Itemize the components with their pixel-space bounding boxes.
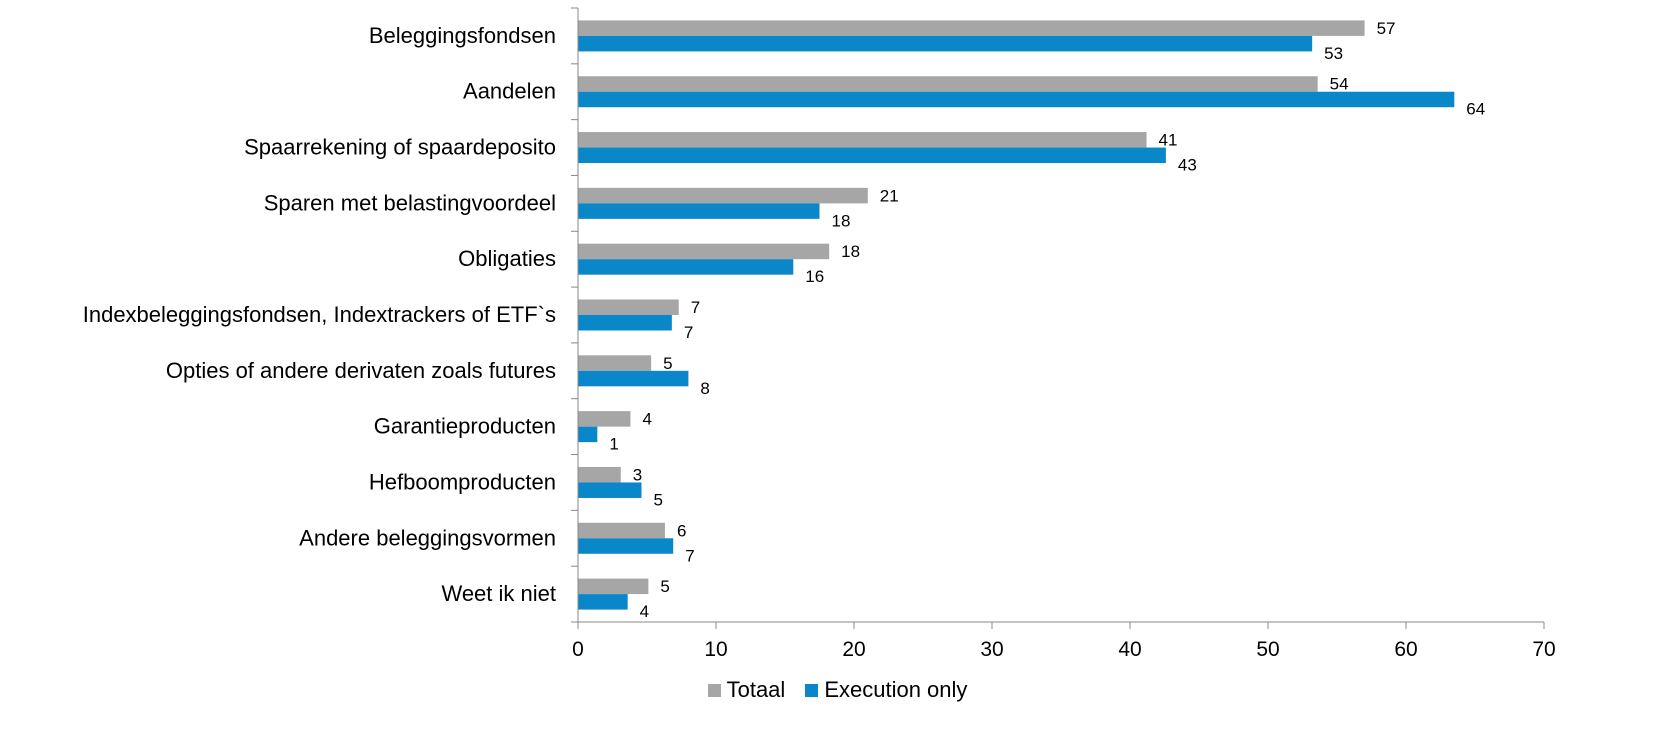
- data-label-totaal-sparen-met-belastingvoordeel: 21: [880, 186, 899, 205]
- x-tick-label-40: 40: [1118, 638, 1141, 661]
- category-label-garantieproducten: Garantieproducten: [374, 414, 556, 439]
- data-label-totaal-garantieproducten: 4: [642, 410, 651, 429]
- category-label-sparen-met-belastingvoordeel: Sparen met belastingvoordeel: [264, 190, 556, 215]
- bar-execution-only-indexbeleggingsfondsen-indextrackers-of-etf-s: [578, 315, 672, 331]
- bar-totaal-hefboomproducten: [578, 466, 621, 483]
- bar-execution-only-beleggingsfondsen: [578, 35, 1313, 52]
- category-label-aandelen: Aandelen: [463, 79, 556, 104]
- data-label-execution-only-hefboomproducten: 5: [653, 490, 662, 509]
- data-label-execution-only-sparen-met-belastingvoordeel: 18: [832, 211, 851, 230]
- legend-swatch-execution-only: [805, 683, 819, 697]
- bar-totaal-garantieproducten: [578, 411, 631, 427]
- category-label-indexbeleggingsfondsen-indextrackers-of-etf-s: Indexbeleggingsfondsen, Indextrackers of…: [83, 302, 556, 327]
- bar-execution-only-hefboomproducten: [578, 482, 642, 498]
- bar-execution-only-spaarrekening-of-spaardeposito: [578, 147, 1166, 164]
- data-label-totaal-indexbeleggingsfondsen-indextrackers-of-etf-s: 7: [691, 298, 700, 317]
- bar-execution-only-andere-beleggingsvormen: [578, 538, 674, 554]
- category-label-hefboomproducten: Hefboomproducten: [369, 469, 556, 494]
- bar-totaal-obligaties: [578, 243, 830, 260]
- bar-totaal-andere-beleggingsvormen: [578, 522, 665, 539]
- x-tick-label-70: 70: [1532, 638, 1555, 661]
- category-label-opties-of-andere-derivaten-zoals-futures: Opties of andere derivaten zoals futures: [166, 358, 556, 383]
- x-tick-label-10: 10: [704, 638, 727, 661]
- bar-totaal-opties-of-andere-derivaten-zoals-futures: [578, 355, 652, 371]
- bar-totaal-sparen-met-belastingvoordeel: [578, 187, 868, 204]
- category-label-beleggingsfondsen: Beleggingsfondsen: [369, 23, 556, 48]
- legend-label-totaal: Totaal: [726, 677, 786, 702]
- data-label-totaal-weet-ik-niet: 5: [660, 577, 669, 596]
- data-label-execution-only-spaarrekening-of-spaardeposito: 43: [1178, 156, 1197, 175]
- category-label-andere-beleggingsvormen: Andere beleggingsvormen: [299, 525, 556, 550]
- bar-execution-only-weet-ik-niet: [578, 594, 628, 610]
- x-tick-label-20: 20: [842, 638, 865, 661]
- data-label-execution-only-beleggingsfondsen: 53: [1324, 44, 1343, 63]
- data-label-totaal-obligaties: 18: [841, 242, 860, 261]
- bar-totaal-indexbeleggingsfondsen-indextrackers-of-etf-s: [578, 299, 679, 315]
- data-label-execution-only-andere-beleggingsvormen: 7: [685, 546, 694, 565]
- bar-execution-only-aandelen: [578, 91, 1455, 108]
- data-label-totaal-hefboomproducten: 3: [633, 465, 642, 484]
- data-label-execution-only-opties-of-andere-derivaten-zoals-futures: 8: [700, 379, 709, 398]
- category-label-spaarrekening-of-spaardeposito: Spaarrekening of spaardeposito: [244, 135, 556, 160]
- data-label-execution-only-weet-ik-niet: 4: [640, 602, 649, 621]
- category-label-weet-ik-niet: Weet ik niet: [441, 581, 556, 606]
- legend-swatch-totaal: [707, 683, 721, 697]
- bar-execution-only-sparen-met-belastingvoordeel: [578, 203, 820, 219]
- data-label-totaal-opties-of-andere-derivaten-zoals-futures: 5: [663, 354, 672, 373]
- bar-execution-only-opties-of-andere-derivaten-zoals-futures: [578, 370, 689, 387]
- data-label-execution-only-aandelen: 64: [1466, 100, 1485, 119]
- data-label-execution-only-garantieproducten: 1: [609, 435, 618, 454]
- legend-label-execution-only: Execution only: [824, 677, 968, 702]
- legend: Totaal Execution only: [0, 675, 1675, 705]
- bar-execution-only-obligaties: [578, 259, 794, 275]
- axes-layer: Beleggingsfondsen Aandelen Spaarrekening o…: [83, 7, 1556, 661]
- bar-totaal-weet-ik-niet: [578, 578, 649, 595]
- x-tick-label-60: 60: [1394, 638, 1417, 661]
- bar-totaal-aandelen: [578, 76, 1318, 92]
- category-label-obligaties: Obligaties: [458, 246, 556, 271]
- x-tick-label-30: 30: [980, 638, 1003, 661]
- data-label-totaal-beleggingsfondsen: 57: [1377, 19, 1396, 38]
- legend-item-totaal: Totaal: [707, 677, 786, 703]
- data-label-totaal-aandelen: 54: [1330, 75, 1349, 94]
- bar-totaal-spaarrekening-of-spaardeposito: [578, 132, 1147, 148]
- data-label-execution-only-obligaties: 16: [805, 267, 824, 286]
- bar-execution-only-garantieproducten: [578, 426, 598, 443]
- x-tick-label-0: 0: [572, 638, 584, 661]
- legend-item-execution-only: Execution only: [805, 677, 967, 703]
- data-label-totaal-spaarrekening-of-spaardeposito: 41: [1159, 131, 1178, 150]
- bar-totaal-beleggingsfondsen: [578, 20, 1365, 36]
- data-label-execution-only-indexbeleggingsfondsen-indextrackers-of-etf-s: 7: [684, 323, 693, 342]
- data-label-totaal-andere-beleggingsvormen: 6: [677, 521, 686, 540]
- x-tick-label-50: 50: [1256, 638, 1279, 661]
